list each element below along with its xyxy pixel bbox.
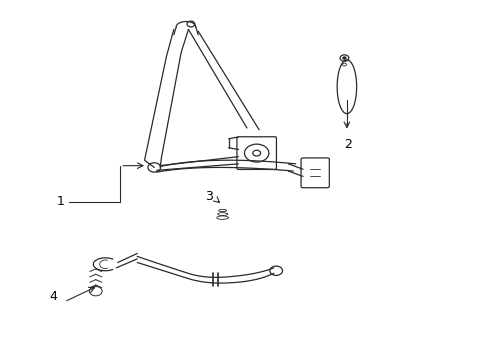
Text: 3: 3 (205, 190, 213, 203)
Text: 2: 2 (344, 138, 352, 150)
Text: 1: 1 (57, 195, 64, 208)
Text: 4: 4 (49, 290, 57, 303)
Circle shape (342, 57, 345, 59)
